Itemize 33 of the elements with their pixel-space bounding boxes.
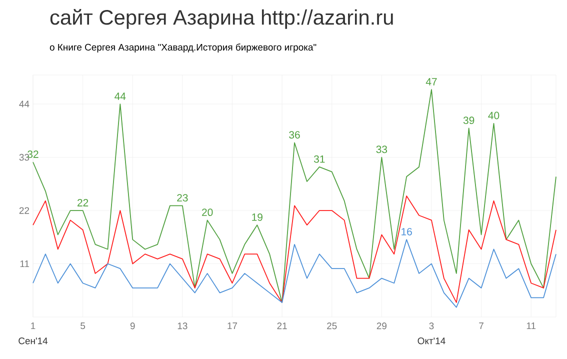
y-tick-label: 11 bbox=[20, 260, 30, 268]
x-tick-label: 7 bbox=[479, 322, 484, 330]
y-tick-label: 33 bbox=[19, 154, 30, 161]
data-label: 44 bbox=[114, 92, 126, 100]
chart-subtitle: о Книге Сергея Азарина "Хавард.История биржевого игрока" bbox=[50, 44, 316, 52]
x-tick-label: 17 bbox=[228, 322, 238, 330]
chart-title: сайт Сергея Азарина http://azarin.ru bbox=[50, 9, 393, 29]
data-label: 31 bbox=[314, 155, 325, 163]
x-tick-label: 13 bbox=[178, 322, 188, 330]
x-tick-label: 11 bbox=[526, 322, 536, 330]
text: Окт'14 bbox=[418, 338, 446, 344]
x-tick-label: 1 bbox=[31, 322, 36, 330]
data-label: 39 bbox=[463, 116, 474, 124]
y-tick-label: 44 bbox=[19, 100, 30, 108]
data-label: 36 bbox=[289, 131, 300, 139]
x-tick-label: 9 bbox=[130, 322, 135, 330]
line-series bbox=[32, 196, 556, 303]
data-label: 22 bbox=[78, 199, 88, 206]
x-tick-label: 29 bbox=[376, 322, 386, 330]
data-label: 33 bbox=[376, 146, 388, 154]
data-label: 20 bbox=[202, 208, 213, 216]
data-label: 19 bbox=[252, 213, 262, 221]
x-tick-label: 25 bbox=[327, 322, 337, 330]
data-label: 47 bbox=[426, 78, 437, 86]
x-tick-label: 3 bbox=[429, 322, 434, 330]
data-label: 40 bbox=[488, 112, 500, 120]
x-tick-label: 21 bbox=[277, 322, 287, 330]
text: Сен'14 bbox=[18, 338, 48, 344]
y-tick-label: 22 bbox=[19, 207, 30, 214]
data-label: 23 bbox=[177, 194, 188, 202]
x-tick-label: 5 bbox=[80, 322, 86, 330]
data-label: 32 bbox=[28, 150, 38, 158]
data-label: 16 bbox=[402, 228, 412, 236]
